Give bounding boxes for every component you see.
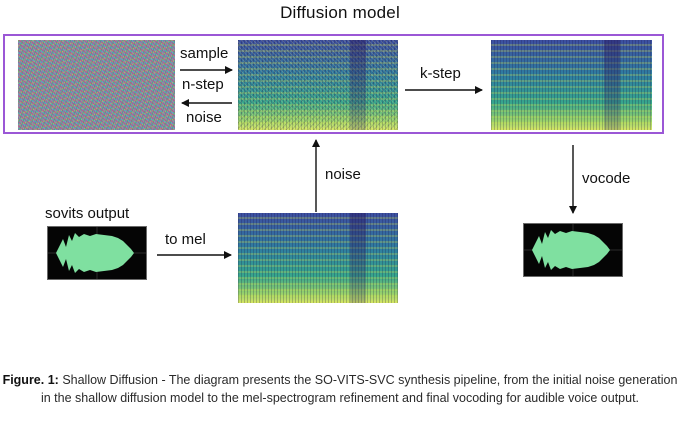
caption-text: Shallow Diffusion - The diagram presents… bbox=[40, 373, 678, 405]
noise-back-label: noise bbox=[186, 109, 222, 126]
diffusion-model-box bbox=[3, 34, 664, 134]
sample-label: sample bbox=[180, 45, 229, 62]
noisy-mel-spectrogram bbox=[238, 40, 398, 130]
input-mel-spectrogram bbox=[238, 213, 398, 303]
refined-mel-spectrogram bbox=[491, 40, 652, 130]
to-mel-label: to mel bbox=[165, 231, 206, 248]
n-step-label: n-step bbox=[182, 76, 224, 93]
sovits-output-label: sovits output bbox=[45, 205, 130, 222]
sovits-output-waveform bbox=[47, 226, 147, 280]
random-noise-image bbox=[18, 40, 175, 130]
vocode-label: vocode bbox=[582, 170, 631, 187]
caption-prefix: Figure. 1: bbox=[2, 373, 59, 387]
noise-up-label: noise bbox=[325, 166, 361, 183]
k-step-label: k-step bbox=[420, 65, 461, 82]
figure-caption: Figure. 1: Shallow Diffusion - The diagr… bbox=[0, 371, 680, 407]
vocoded-waveform bbox=[523, 223, 623, 277]
diffusion-model-title: Diffusion model bbox=[280, 3, 400, 22]
